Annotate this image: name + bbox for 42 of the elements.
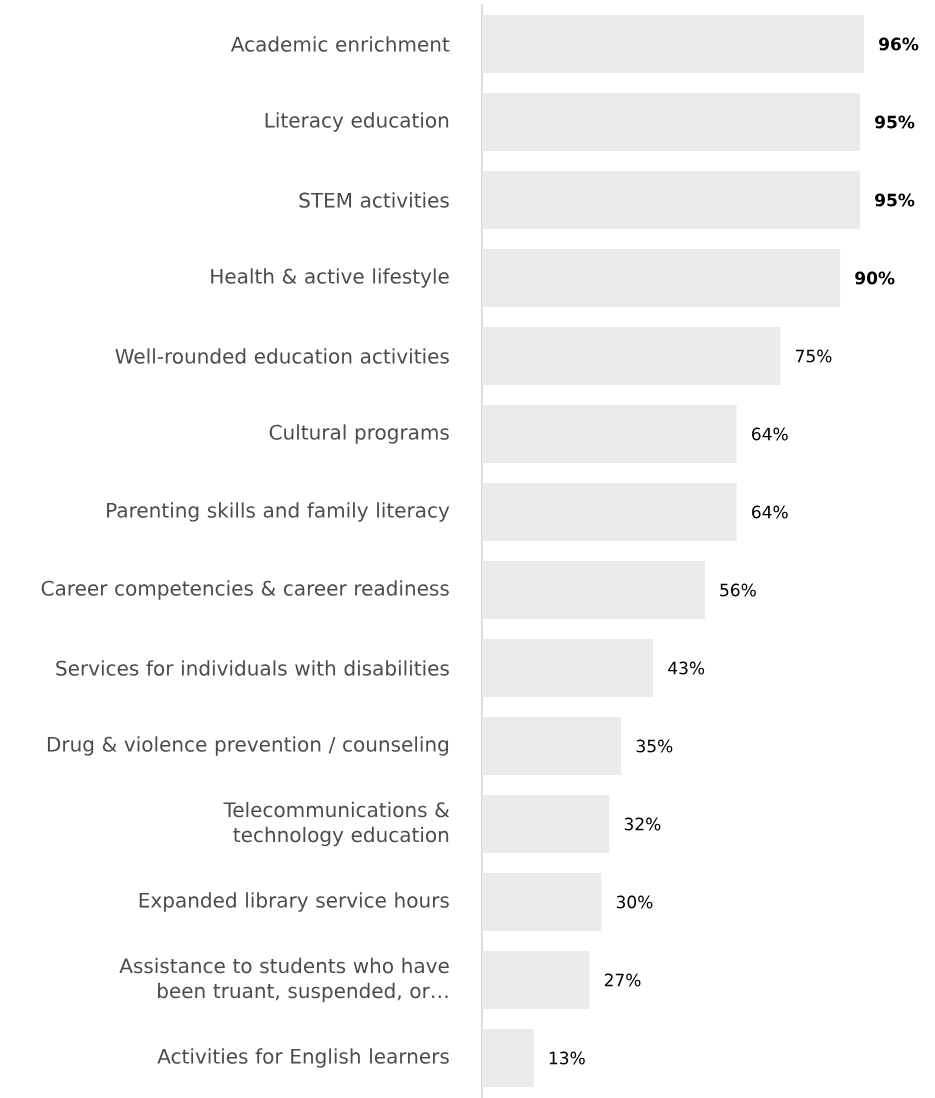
y-tick-label: Career competencies & career readiness	[41, 580, 449, 600]
data-label: 13%	[549, 1051, 585, 1065]
y-tick-label: Assistance to students who have been truant, suspended, or…	[119, 957, 449, 1003]
bar	[482, 404, 737, 464]
data-label: 30%	[616, 895, 653, 909]
bar	[482, 950, 590, 1010]
data-label: 96%	[879, 37, 919, 51]
data-label: 90%	[855, 271, 895, 285]
y-tick-label: Parenting skills and family literacy	[107, 502, 450, 522]
bar	[482, 1028, 534, 1088]
bar	[482, 92, 861, 152]
y-tick-label: Literacy education	[265, 112, 449, 132]
data-label: 64%	[752, 505, 788, 519]
bar	[482, 248, 841, 308]
y-tick-label: Services for individuals with disabilities	[56, 660, 449, 676]
y-tick-label: Activities for English learners	[157, 1048, 449, 1068]
bar	[482, 482, 737, 542]
data-label: 75%	[796, 349, 832, 363]
bar	[482, 716, 622, 776]
data-label: 95%	[875, 193, 915, 207]
bar	[482, 794, 610, 854]
y-tick-label: Drug & violence prevention / counseling	[47, 736, 449, 756]
bar	[482, 14, 864, 74]
bar	[482, 326, 781, 386]
y-tick-label: Cultural programs	[269, 424, 449, 444]
bar	[482, 638, 654, 698]
data-label: 64%	[752, 427, 788, 441]
data-label: 27%	[604, 973, 641, 987]
bar	[482, 560, 705, 620]
y-tick-label: Telecommunications & technology education	[223, 801, 450, 847]
data-label: 32%	[624, 817, 661, 831]
data-label: 56%	[720, 583, 756, 597]
bar	[482, 170, 861, 230]
data-label: 95%	[875, 115, 915, 129]
y-tick-label: Expanded library service hours	[139, 892, 449, 912]
y-tick-label: Academic enrichment	[230, 36, 450, 52]
bar	[482, 872, 602, 932]
data-label: 35%	[636, 739, 673, 753]
y-tick-label: STEM activities	[299, 192, 449, 208]
y-tick-label: Health & active lifestyle	[211, 268, 449, 288]
y-tick-label: Well-rounded education activities	[115, 348, 449, 364]
data-label: 43%	[668, 661, 705, 675]
